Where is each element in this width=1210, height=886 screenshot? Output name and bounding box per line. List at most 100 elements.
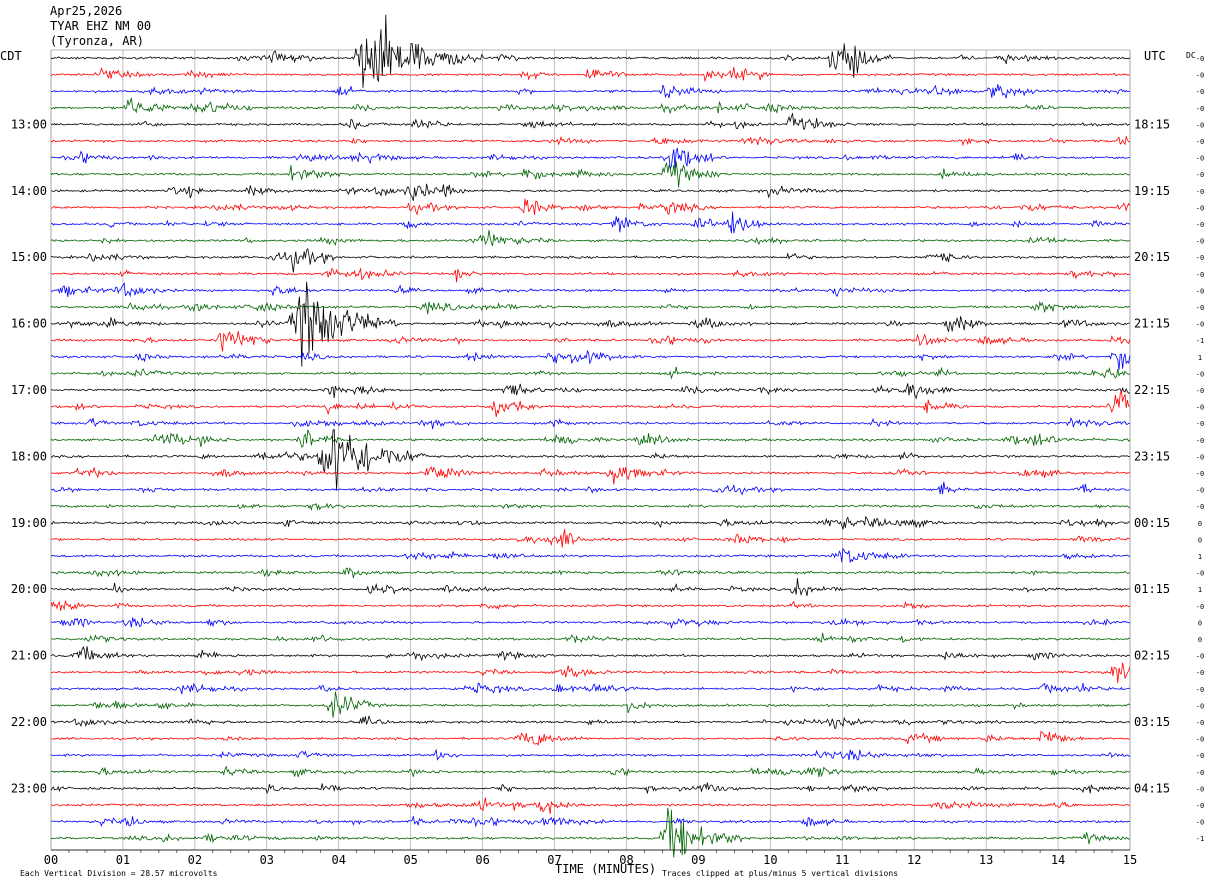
trace-row: [50, 135, 1130, 147]
trace-row: [50, 331, 1131, 352]
trace-row: [50, 797, 1131, 814]
dc-offset-label: 1: [1198, 586, 1202, 594]
trace-row: [50, 428, 1130, 490]
x-tick-label: 05: [403, 853, 417, 867]
trace-row: [50, 198, 1131, 216]
right-hour-label: 02:15: [1134, 649, 1170, 663]
left-hour-label: 23:00: [11, 781, 47, 795]
dc-label: DC: [1186, 51, 1196, 60]
dc-offset-label: -0: [1196, 470, 1204, 478]
dc-offset-label: -0: [1196, 669, 1204, 677]
dc-offset-label: -0: [1196, 819, 1204, 827]
left-hour-label: 18:00: [11, 449, 47, 463]
dc-offset-label: -0: [1196, 503, 1204, 511]
header-station: TYAR EHZ NM 00: [50, 19, 152, 33]
dc-offset-label: -0: [1196, 570, 1204, 578]
dc-offset-label: -0: [1196, 304, 1204, 312]
dc-offset-label: -0: [1196, 321, 1204, 329]
dc-offset-label: -0: [1196, 487, 1204, 495]
x-axis-title: TIME (MINUTES): [555, 862, 657, 876]
right-hour-label: 23:15: [1134, 449, 1170, 463]
right-hour-label: 22:15: [1134, 383, 1170, 397]
left-hour-label: 20:00: [11, 582, 47, 596]
right-timezone-label: UTC: [1144, 49, 1166, 63]
dc-offset-label: -0: [1196, 603, 1204, 611]
trace-row: [50, 715, 1131, 729]
right-hour-label: 18:15: [1134, 117, 1170, 131]
dc-offset-label: -0: [1196, 370, 1204, 378]
trace-row: [50, 816, 1130, 828]
trace-row: [50, 247, 1130, 273]
trace-row: [50, 147, 1130, 170]
trace-row: [50, 600, 1131, 611]
trace-row: [50, 161, 1130, 188]
dc-offset-label: -0: [1196, 752, 1204, 760]
right-hour-label: 21:15: [1134, 317, 1170, 331]
trace-row: [50, 782, 1130, 795]
trace-row: [50, 515, 1130, 530]
trace-row: [50, 267, 1130, 283]
right-hour-label: 04:15: [1134, 781, 1170, 795]
left-hour-label: 22:00: [11, 715, 47, 729]
left-hour-label: 14:00: [11, 184, 47, 198]
trace-row: [50, 84, 1130, 99]
trace-row: [50, 502, 1130, 511]
x-tick-label: 13: [979, 853, 993, 867]
dc-offset-label: -0: [1196, 188, 1204, 196]
trace-row: [50, 765, 1130, 778]
dc-offset-label: -0: [1196, 437, 1204, 445]
dc-offset-label: -1: [1196, 835, 1204, 843]
dc-offset-label: -0: [1196, 404, 1204, 412]
right-hour-label: 01:15: [1134, 582, 1170, 596]
trace-row: [50, 429, 1131, 448]
dc-offset-label: -0: [1196, 204, 1204, 212]
left-hour-label: 16:00: [11, 317, 47, 331]
dc-offset-label: -0: [1196, 736, 1204, 744]
dc-offset-label: 1: [1198, 553, 1202, 561]
dc-offset-label: -0: [1196, 88, 1204, 96]
dc-offset-label: 0: [1198, 536, 1202, 544]
x-tick-label: 09: [691, 853, 705, 867]
dc-offset-label: -0: [1196, 653, 1204, 661]
trace-row: [50, 682, 1130, 695]
clip-note: Traces clipped at plus/minus 5 vertical …: [662, 869, 899, 878]
trace-row: [50, 529, 1131, 548]
trace-row: [50, 366, 1130, 380]
x-tick-label: 12: [907, 853, 921, 867]
x-axis: 00 01 02 03 04 05 06 07 08 09 10 11 12 13 14 15: [44, 849, 1137, 867]
header-date: Apr25,2026: [50, 4, 123, 18]
dc-offset-label: -0: [1196, 254, 1204, 262]
dc-offset-label: -0: [1196, 420, 1204, 428]
left-hour-label: 19:00: [11, 516, 47, 530]
right-hour-label: 00:15: [1134, 516, 1170, 530]
minute-gridlines: [50, 49, 1131, 851]
dc-offset-label: -1: [1196, 337, 1204, 345]
dc-offset-label: 0: [1198, 619, 1202, 627]
trace-row: [50, 578, 1130, 596]
trace-row: [50, 646, 1131, 662]
x-tick-label: 00: [44, 853, 58, 867]
trace-row: [51, 547, 1131, 564]
trace-row: [50, 567, 1130, 579]
x-tick-label: 08: [619, 853, 633, 867]
trace-row: [50, 230, 1131, 246]
dc-offset-label: -0: [1196, 138, 1204, 146]
dc-offset-label: -0: [1196, 802, 1204, 810]
x-tick-label: 01: [116, 853, 130, 867]
left-timezone-label: CDT: [0, 49, 22, 63]
trace-row: [50, 211, 1130, 234]
trace-row: [50, 691, 1131, 718]
x-tick-label: 14: [1051, 853, 1065, 867]
dc-offset-label: -0: [1196, 453, 1204, 461]
trace-row: [50, 390, 1130, 417]
trace-row: [50, 662, 1131, 684]
dc-offset-label: -0: [1196, 221, 1204, 229]
trace-row: [50, 349, 1131, 370]
left-hour-label: 15:00: [11, 250, 47, 264]
left-time-labels: 13:00 14:00 15:00 16:00 17:00 18:00 19:00 20:00…: [11, 117, 47, 795]
left-hour-label: 21:00: [11, 649, 47, 663]
trace-row: [50, 730, 1130, 747]
dc-offset-label: -0: [1196, 387, 1204, 395]
dc-offset-label: -0: [1196, 769, 1204, 777]
